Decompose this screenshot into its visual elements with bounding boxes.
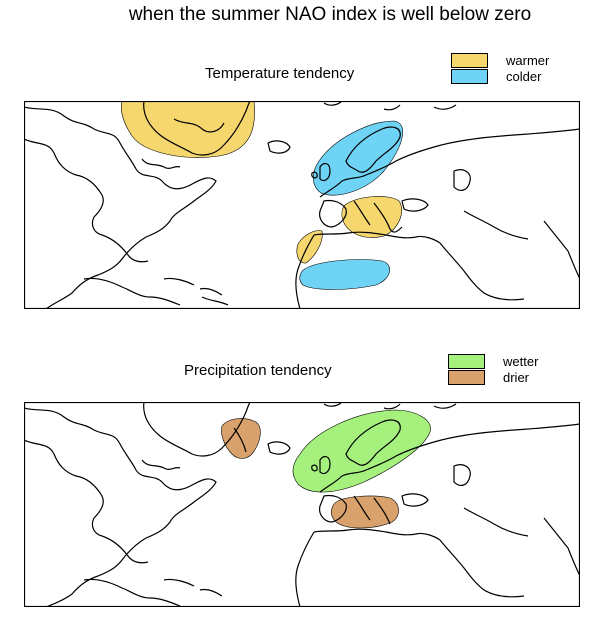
legend-drier-label: drier [503,370,530,385]
legend-colder: colder [451,69,541,84]
legend-warmer: warmer [451,53,549,68]
legend-colder-swatch [451,69,488,84]
legend-drier: drier [448,370,529,385]
temperature-map [24,101,580,309]
precipitation-map [24,402,580,607]
colder-region-northern-europe [312,120,403,196]
main-title: when the summer NAO index is well below … [128,4,532,25]
warmer-region-greenland [121,102,255,158]
legend-wetter-swatch [448,354,485,369]
temperature-panel-title: Temperature tendency [205,65,355,82]
legend-warmer-label: warmer [506,53,550,68]
colder-region-north-africa [299,259,390,290]
precipitation-panel-title: Precipitation tendency [184,362,332,379]
legend-warmer-swatch [451,53,488,68]
warmer-region-mediterranean [341,196,403,238]
wetter-region-northern-europe [292,409,431,493]
legend-wetter-label: wetter [503,354,539,369]
legend-drier-swatch [448,370,485,385]
legend-colder-label: colder [506,69,542,84]
warmer-region-iberia [296,230,323,264]
legend-wetter: wetter [448,354,538,369]
